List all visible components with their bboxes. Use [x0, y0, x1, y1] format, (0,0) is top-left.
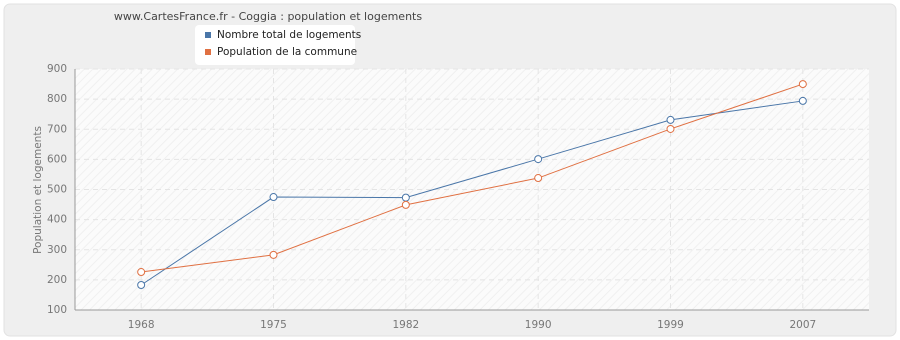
y-tick-label: 800 — [47, 93, 67, 105]
x-tick-label: 2007 — [789, 319, 816, 331]
data-point — [401, 200, 410, 209]
y-tick-label: 200 — [47, 274, 67, 286]
chart-title: www.CartesFrance.fr - Coggia : populatio… — [114, 10, 422, 23]
x-tick-label: 1990 — [525, 319, 552, 331]
x-tick-label: 1975 — [260, 319, 287, 331]
y-tick-label: 100 — [47, 304, 67, 316]
data-point — [534, 155, 543, 164]
series-line — [140, 100, 803, 286]
legend-marker — [205, 49, 211, 55]
legend-label: Nombre total de logements — [217, 29, 361, 41]
data-point — [798, 96, 807, 105]
legend-label: Population de la commune — [217, 46, 357, 58]
x-tick-label: 1968 — [128, 319, 155, 331]
data-point — [269, 250, 278, 259]
data-point — [666, 124, 675, 133]
x-tick-label: 1999 — [657, 319, 684, 331]
y-tick-label: 500 — [47, 184, 67, 196]
data-point — [269, 193, 278, 202]
y-tick-label: 400 — [47, 214, 67, 226]
data-point — [666, 115, 675, 124]
y-tick-label: 700 — [47, 123, 67, 135]
y-tick-label: 900 — [47, 63, 67, 75]
data-point — [137, 280, 146, 289]
legend — [195, 25, 355, 65]
y-tick-label: 600 — [47, 153, 67, 165]
y-axis-label: Population et logements — [32, 126, 44, 254]
legend-marker — [205, 32, 211, 38]
data-point — [534, 174, 543, 183]
data-point — [401, 193, 410, 202]
data-point — [798, 80, 807, 89]
series-line — [141, 83, 803, 273]
x-tick-label: 1982 — [392, 319, 419, 331]
data-point — [137, 268, 146, 277]
y-tick-label: 300 — [47, 244, 67, 256]
